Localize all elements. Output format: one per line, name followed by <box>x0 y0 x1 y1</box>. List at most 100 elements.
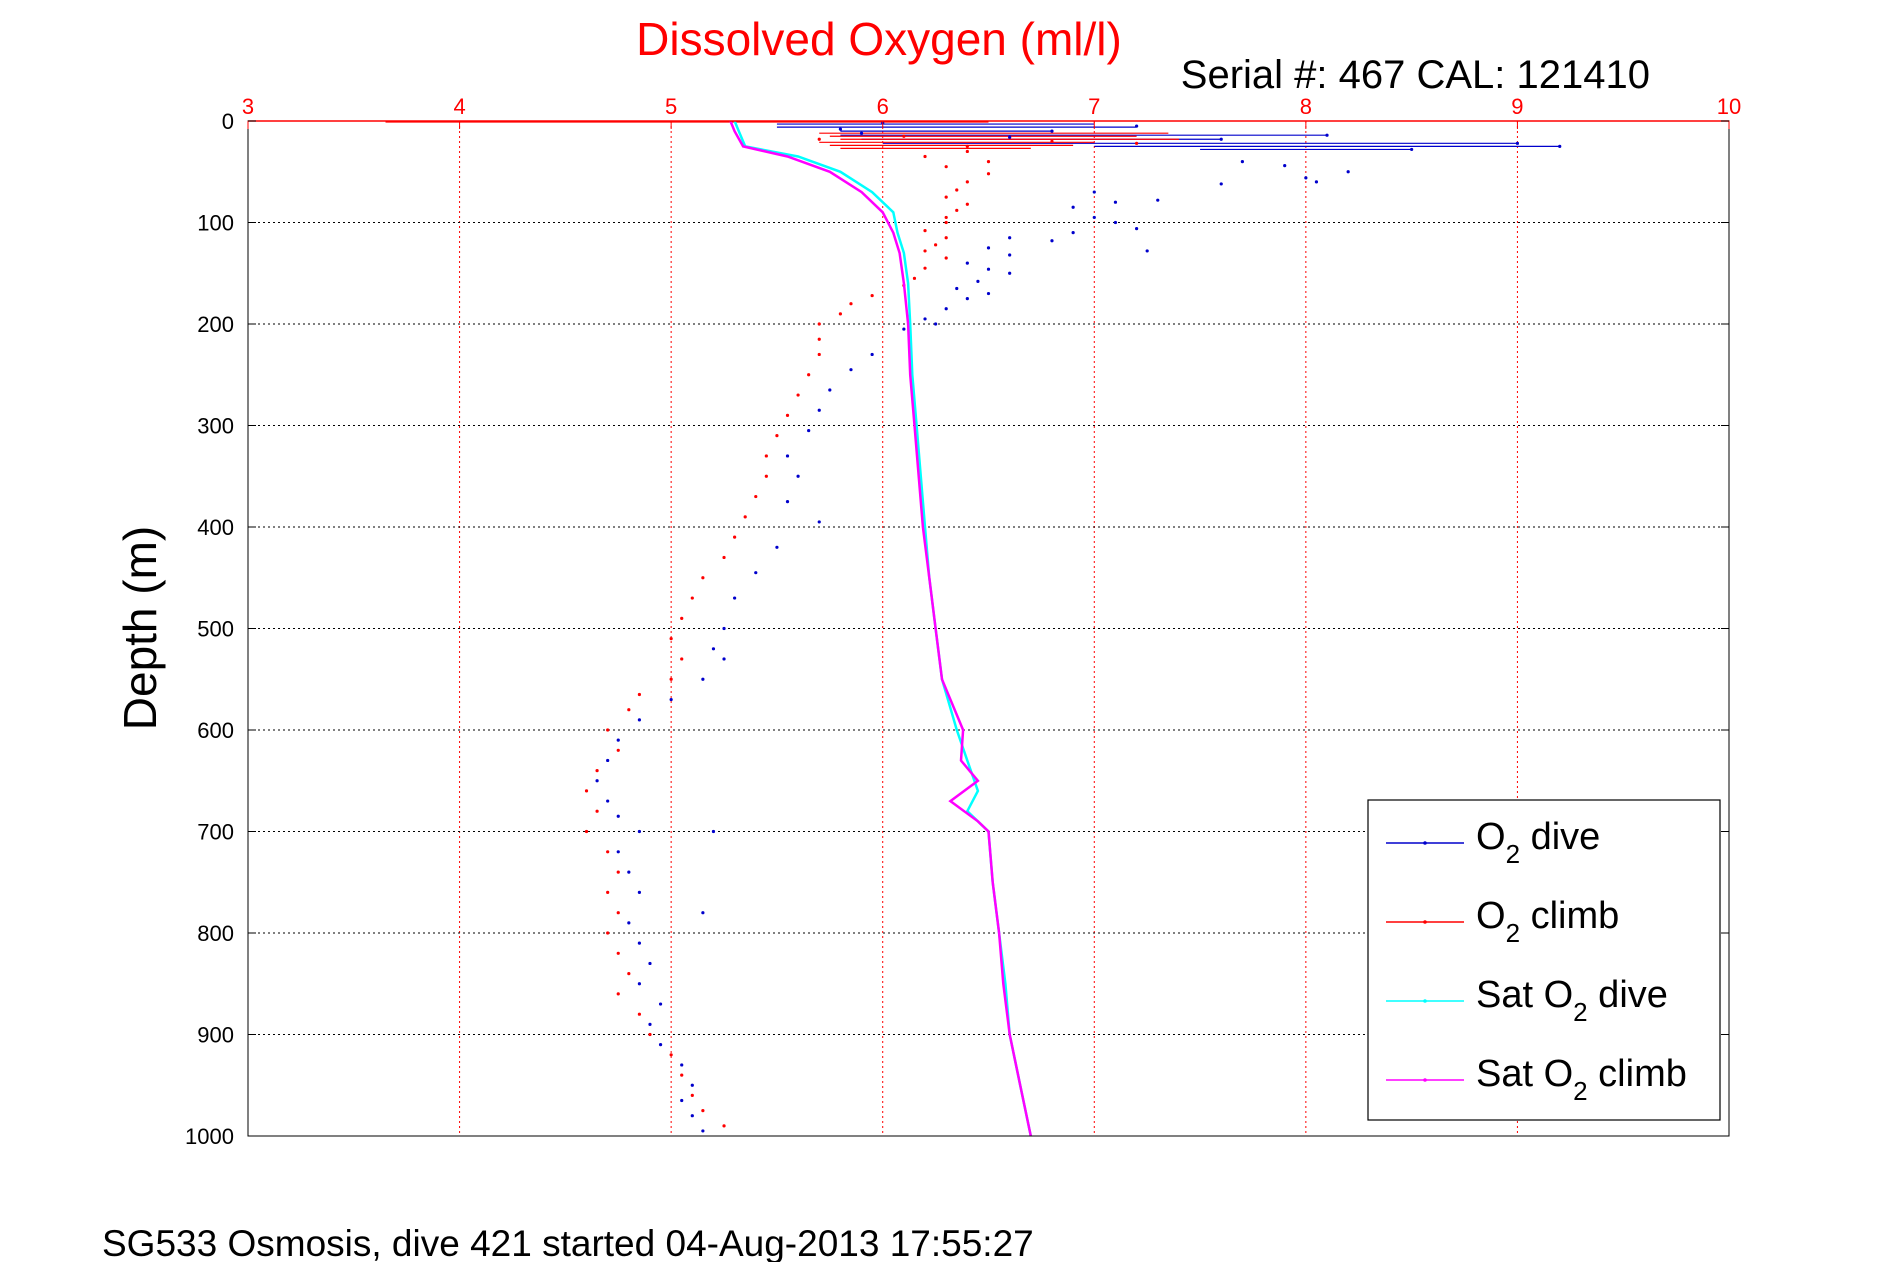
data-point-o2-climb <box>722 1124 726 1128</box>
data-point-o2-climb <box>637 1012 642 1016</box>
data-point-o2-dive <box>733 596 737 600</box>
data-point-o2-dive <box>934 322 938 326</box>
data-point-o2-climb <box>1135 141 1139 145</box>
data-point-o2-dive <box>722 657 726 661</box>
legend-marker-o2-climb <box>1423 920 1427 924</box>
data-point-o2-dive <box>1515 141 1520 145</box>
y-tick-label: 200 <box>197 312 234 337</box>
data-point-o2-dive <box>595 779 599 783</box>
data-point-o2-climb <box>944 256 948 260</box>
data-point-o2-climb <box>669 677 673 681</box>
y-tick-label: 300 <box>197 414 234 439</box>
data-point-o2-climb <box>616 748 620 752</box>
data-point-o2-dive <box>648 1022 652 1026</box>
data-point-o2-climb <box>902 134 906 138</box>
x-tick-label: 4 <box>453 94 465 119</box>
data-point-o2-climb <box>870 293 874 298</box>
footer-caption: SG533 Osmosis, dive 421 started 04-Aug-2… <box>102 1223 1034 1262</box>
data-point-o2-dive <box>965 297 969 301</box>
data-point-o2-dive <box>701 911 705 915</box>
x-tick-label: 6 <box>877 94 889 119</box>
data-point-o2-dive <box>616 814 620 818</box>
data-point-o2-dive <box>1135 226 1139 231</box>
data-point-o2-dive <box>986 246 991 250</box>
x-tick-label: 7 <box>1088 94 1100 119</box>
data-point-o2-dive <box>838 127 843 131</box>
data-point-o2-climb <box>690 596 694 600</box>
legend: O2 dive O2 climb Sat O2 dive Sat O2 climb <box>1367 799 1721 1121</box>
data-point-o2-dive <box>701 1129 705 1133</box>
data-point-o2-climb <box>616 951 620 955</box>
data-point-o2-dive <box>701 677 705 681</box>
data-point-o2-dive <box>817 520 821 524</box>
data-point-o2-dive <box>1008 236 1012 240</box>
data-point-o2-dive <box>986 267 991 271</box>
data-point-o2-climb <box>616 911 620 915</box>
x-tick-labels: 3 4 5 6 7 8 9 10 <box>242 94 1741 129</box>
legend-marker-sat-o2-climb <box>1423 1078 1427 1082</box>
data-point-o2-dive <box>1071 205 1075 209</box>
data-point-o2-climb <box>595 809 599 813</box>
data-point-o2-dive <box>637 982 642 986</box>
data-point-o2-climb <box>944 195 948 199</box>
data-point-o2-dive <box>923 317 927 321</box>
data-point-o2-dive <box>1283 164 1287 168</box>
data-point-o2-climb <box>680 1073 684 1077</box>
data-point-o2-climb <box>754 494 758 499</box>
data-point-o2-climb <box>817 322 821 326</box>
x-tick-label: 3 <box>242 94 254 119</box>
data-point-o2-dive <box>1135 124 1139 128</box>
data-point-o2-climb <box>606 850 610 854</box>
data-point-o2-dive <box>859 131 864 135</box>
data-point-o2-climb <box>616 870 620 874</box>
data-point-o2-climb <box>817 352 821 357</box>
chart-title: Dissolved Oxygen (ml/l) <box>636 13 1122 65</box>
data-point-o2-climb <box>606 728 610 732</box>
data-point-o2-dive <box>1314 180 1319 184</box>
y-tick-label: 0 <box>222 109 234 134</box>
data-point-o2-dive <box>828 388 832 392</box>
data-point-o2-climb <box>669 1053 673 1057</box>
data-point-o2-dive <box>870 352 874 357</box>
data-point-o2-climb <box>796 393 800 397</box>
x-tick-label: 9 <box>1511 94 1523 119</box>
data-point-o2-dive <box>775 545 779 549</box>
data-point-o2-climb <box>733 535 737 539</box>
data-point-o2-climb <box>648 1032 652 1037</box>
data-point-o2-climb <box>838 312 843 316</box>
data-point-o2-climb <box>701 576 705 580</box>
data-point-o2-climb <box>690 1093 694 1097</box>
data-point-o2-dive <box>680 1098 684 1103</box>
data-point-o2-dive <box>669 697 673 702</box>
data-point-o2-dive <box>606 758 610 763</box>
data-point-o2-dive <box>616 738 620 742</box>
data-point-o2-climb <box>955 208 959 212</box>
data-point-o2-climb <box>764 454 768 458</box>
data-point-o2-dive <box>1008 253 1012 257</box>
y-tick-label: 1000 <box>185 1124 234 1149</box>
y-tick-label: 600 <box>197 718 234 743</box>
data-point-o2-climb <box>764 474 768 478</box>
data-point-o2-dive <box>944 307 948 311</box>
series-layer <box>385 120 1562 1137</box>
data-point-o2-dive <box>637 941 642 945</box>
data-point-o2-dive <box>1008 135 1012 139</box>
data-point-o2-climb <box>680 616 684 620</box>
data-point-o2-dive <box>637 718 642 722</box>
legend-marker-sat-o2-dive <box>1423 999 1427 1003</box>
data-point-o2-dive <box>711 647 716 651</box>
data-point-o2-dive <box>1145 249 1149 253</box>
y-tick-label: 700 <box>197 820 234 845</box>
data-point-o2-dive <box>1092 215 1096 220</box>
data-point-o2-climb <box>701 1109 705 1113</box>
legend-label-sat-o2-dive: Sat O2 dive <box>1476 974 1668 1027</box>
data-point-o2-dive <box>1050 239 1054 243</box>
data-point-o2-climb <box>934 243 938 247</box>
data-point-o2-dive <box>711 829 716 834</box>
data-point-o2-dive <box>796 474 800 478</box>
data-point-o2-climb <box>584 789 589 793</box>
data-point-o2-climb <box>944 236 948 240</box>
data-point-o2-climb <box>912 276 917 280</box>
data-point-o2-climb <box>817 337 821 341</box>
data-point-o2-dive <box>648 961 652 966</box>
